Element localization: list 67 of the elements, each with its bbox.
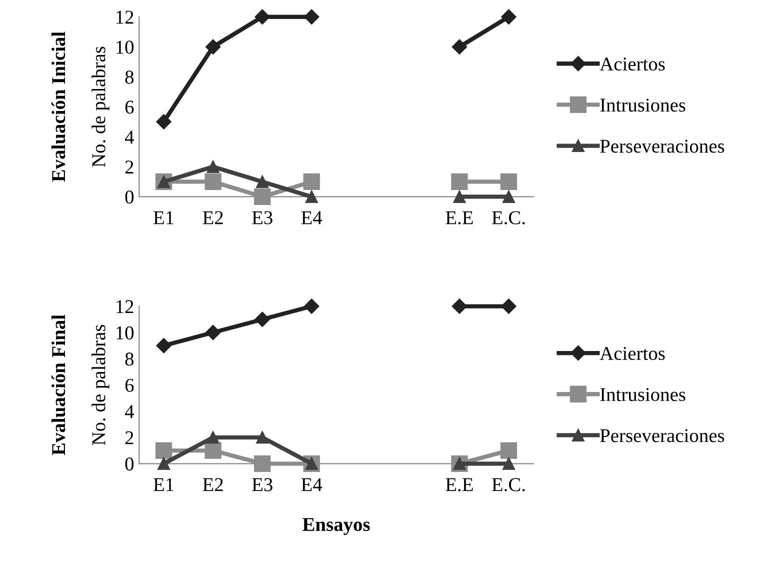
text: Evaluación Inicial xyxy=(51,32,66,182)
x-tick-label: E.E xyxy=(446,478,473,492)
point xyxy=(452,39,468,54)
point xyxy=(156,114,172,130)
y-tick-label: 10 xyxy=(116,40,134,54)
point xyxy=(451,173,468,190)
point xyxy=(256,431,269,444)
y-tick-label: 12 xyxy=(116,10,134,24)
point xyxy=(305,190,318,203)
y-tick-label: 6 xyxy=(125,100,134,114)
point xyxy=(205,324,221,340)
y-tick-label: 10 xyxy=(116,326,134,340)
point xyxy=(204,442,222,459)
x-tick-label: E3 xyxy=(252,478,272,492)
point xyxy=(206,160,220,173)
point xyxy=(254,455,271,472)
x-axis-title: Ensayos xyxy=(302,518,370,536)
x-tick-label: E2 xyxy=(202,478,223,492)
legend-label: Aciertos xyxy=(600,58,665,71)
y-tick-label: 0 xyxy=(125,457,134,471)
y-tick-label: 12 xyxy=(116,300,134,314)
point xyxy=(304,298,320,314)
x-tick-label: E1 xyxy=(154,211,174,224)
point xyxy=(254,312,270,327)
point xyxy=(500,442,518,459)
x-tick-label: E3 xyxy=(252,211,272,224)
x-tick-label: E4 xyxy=(301,478,322,492)
point xyxy=(502,190,515,203)
y-axis-title: No. de palabras xyxy=(92,46,110,167)
point xyxy=(254,188,271,206)
y-axis-title: No. de palabras xyxy=(92,324,110,446)
legend-label: Intrusiones xyxy=(600,388,686,402)
point xyxy=(304,9,320,24)
legend-label: Intrusiones xyxy=(600,98,686,112)
y-tick-label: 6 xyxy=(125,378,134,392)
legend-label: Aciertos xyxy=(600,346,665,360)
legend-label: Perseveraciones xyxy=(600,140,724,153)
point xyxy=(256,175,269,188)
legend-label: Perseveraciones xyxy=(600,429,724,442)
y-tick-label: 2 xyxy=(125,431,134,444)
point xyxy=(254,9,270,24)
point xyxy=(158,457,170,470)
x-tick-label: E4 xyxy=(301,211,322,224)
point xyxy=(500,173,518,190)
y-tick-label: 8 xyxy=(125,352,134,366)
text: Evaluación Final xyxy=(51,314,66,456)
point xyxy=(205,39,221,54)
y-tick-label: 8 xyxy=(125,70,134,84)
y-tick-label: 0 xyxy=(125,190,134,204)
x-tick-label: E2 xyxy=(202,211,223,224)
y-tick-label: 4 xyxy=(124,405,134,418)
point xyxy=(502,457,515,470)
x-tick-label: E.C. xyxy=(492,211,525,224)
point xyxy=(501,298,516,314)
point xyxy=(204,173,222,190)
point xyxy=(453,190,466,203)
point xyxy=(303,173,320,190)
point xyxy=(501,9,516,24)
point xyxy=(155,442,172,459)
point xyxy=(206,431,220,444)
y-tick-label: 4 xyxy=(124,130,134,144)
x-tick-label: E1 xyxy=(154,478,174,492)
point xyxy=(452,298,468,314)
y-tick-label: 2 xyxy=(125,160,134,174)
x-tick-label: E.C. xyxy=(492,478,525,492)
point xyxy=(156,338,172,354)
x-tick-label: E.E xyxy=(446,211,473,224)
